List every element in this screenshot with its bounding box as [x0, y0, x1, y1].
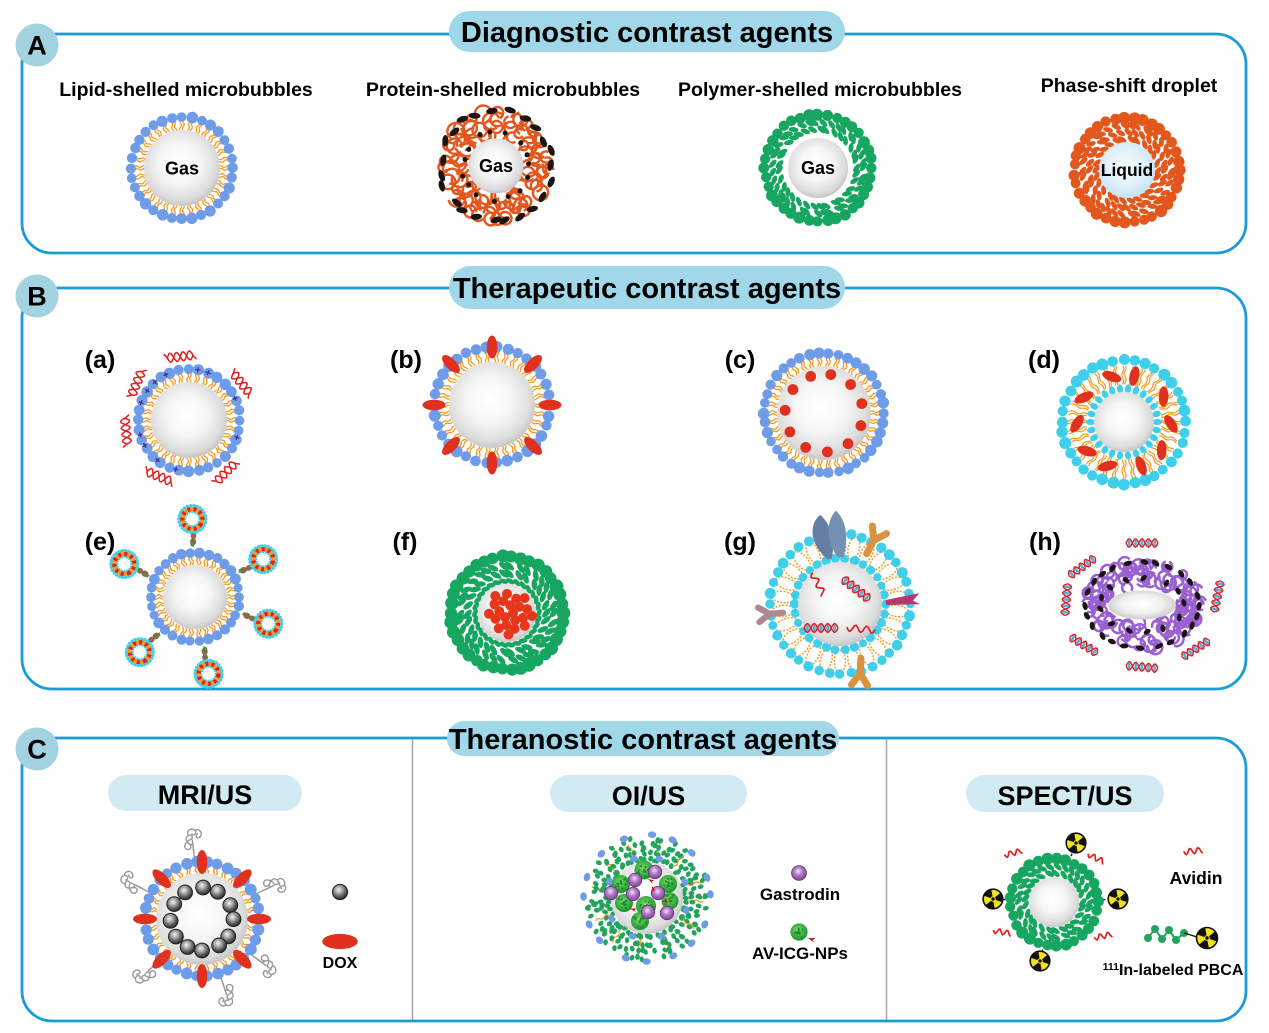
svg-text:OI/US: OI/US [612, 781, 686, 811]
svg-text:Phase-shift droplet: Phase-shift droplet [1041, 75, 1218, 97]
svg-text:(c): (c) [725, 346, 756, 374]
svg-text:SPECT/US: SPECT/US [997, 781, 1132, 811]
svg-text:(g): (g) [724, 528, 756, 556]
svg-text:Liquid: Liquid [1101, 160, 1153, 180]
svg-text:C: C [27, 735, 47, 765]
svg-text:MRI/US: MRI/US [158, 780, 253, 810]
svg-text:B: B [27, 282, 47, 312]
svg-text:111In-labeled PBCA: 111In-labeled PBCA [1103, 961, 1244, 979]
svg-text:Diagnostic contrast agents: Diagnostic contrast agents [461, 17, 833, 49]
svg-text:AV-ICG-NPs: AV-ICG-NPs [752, 944, 848, 963]
svg-text:Protein-shelled microbubbles: Protein-shelled microbubbles [366, 79, 640, 101]
svg-text:Gas: Gas [165, 159, 199, 179]
svg-text:Lipid-shelled microbubbles: Lipid-shelled microbubbles [59, 79, 313, 101]
svg-text:Gas: Gas [801, 158, 835, 178]
svg-text:(e): (e) [85, 528, 116, 556]
svg-text:Avidin: Avidin [1170, 868, 1223, 888]
svg-text:Theranostic contrast agents: Theranostic contrast agents [449, 724, 837, 756]
svg-text:(b): (b) [390, 346, 422, 374]
svg-text:DOX: DOX [323, 955, 358, 972]
svg-text:(a): (a) [85, 346, 116, 374]
svg-text:A: A [27, 31, 47, 61]
svg-text:Therapeutic contrast agents: Therapeutic contrast agents [453, 273, 841, 305]
svg-text:(d): (d) [1028, 346, 1060, 374]
svg-text:Polymer-shelled microbubbles: Polymer-shelled microbubbles [678, 79, 962, 101]
svg-text:(h): (h) [1029, 528, 1061, 556]
svg-text:Gastrodin: Gastrodin [760, 885, 840, 904]
svg-text:(f): (f) [393, 528, 418, 556]
svg-text:Gas: Gas [479, 156, 513, 176]
